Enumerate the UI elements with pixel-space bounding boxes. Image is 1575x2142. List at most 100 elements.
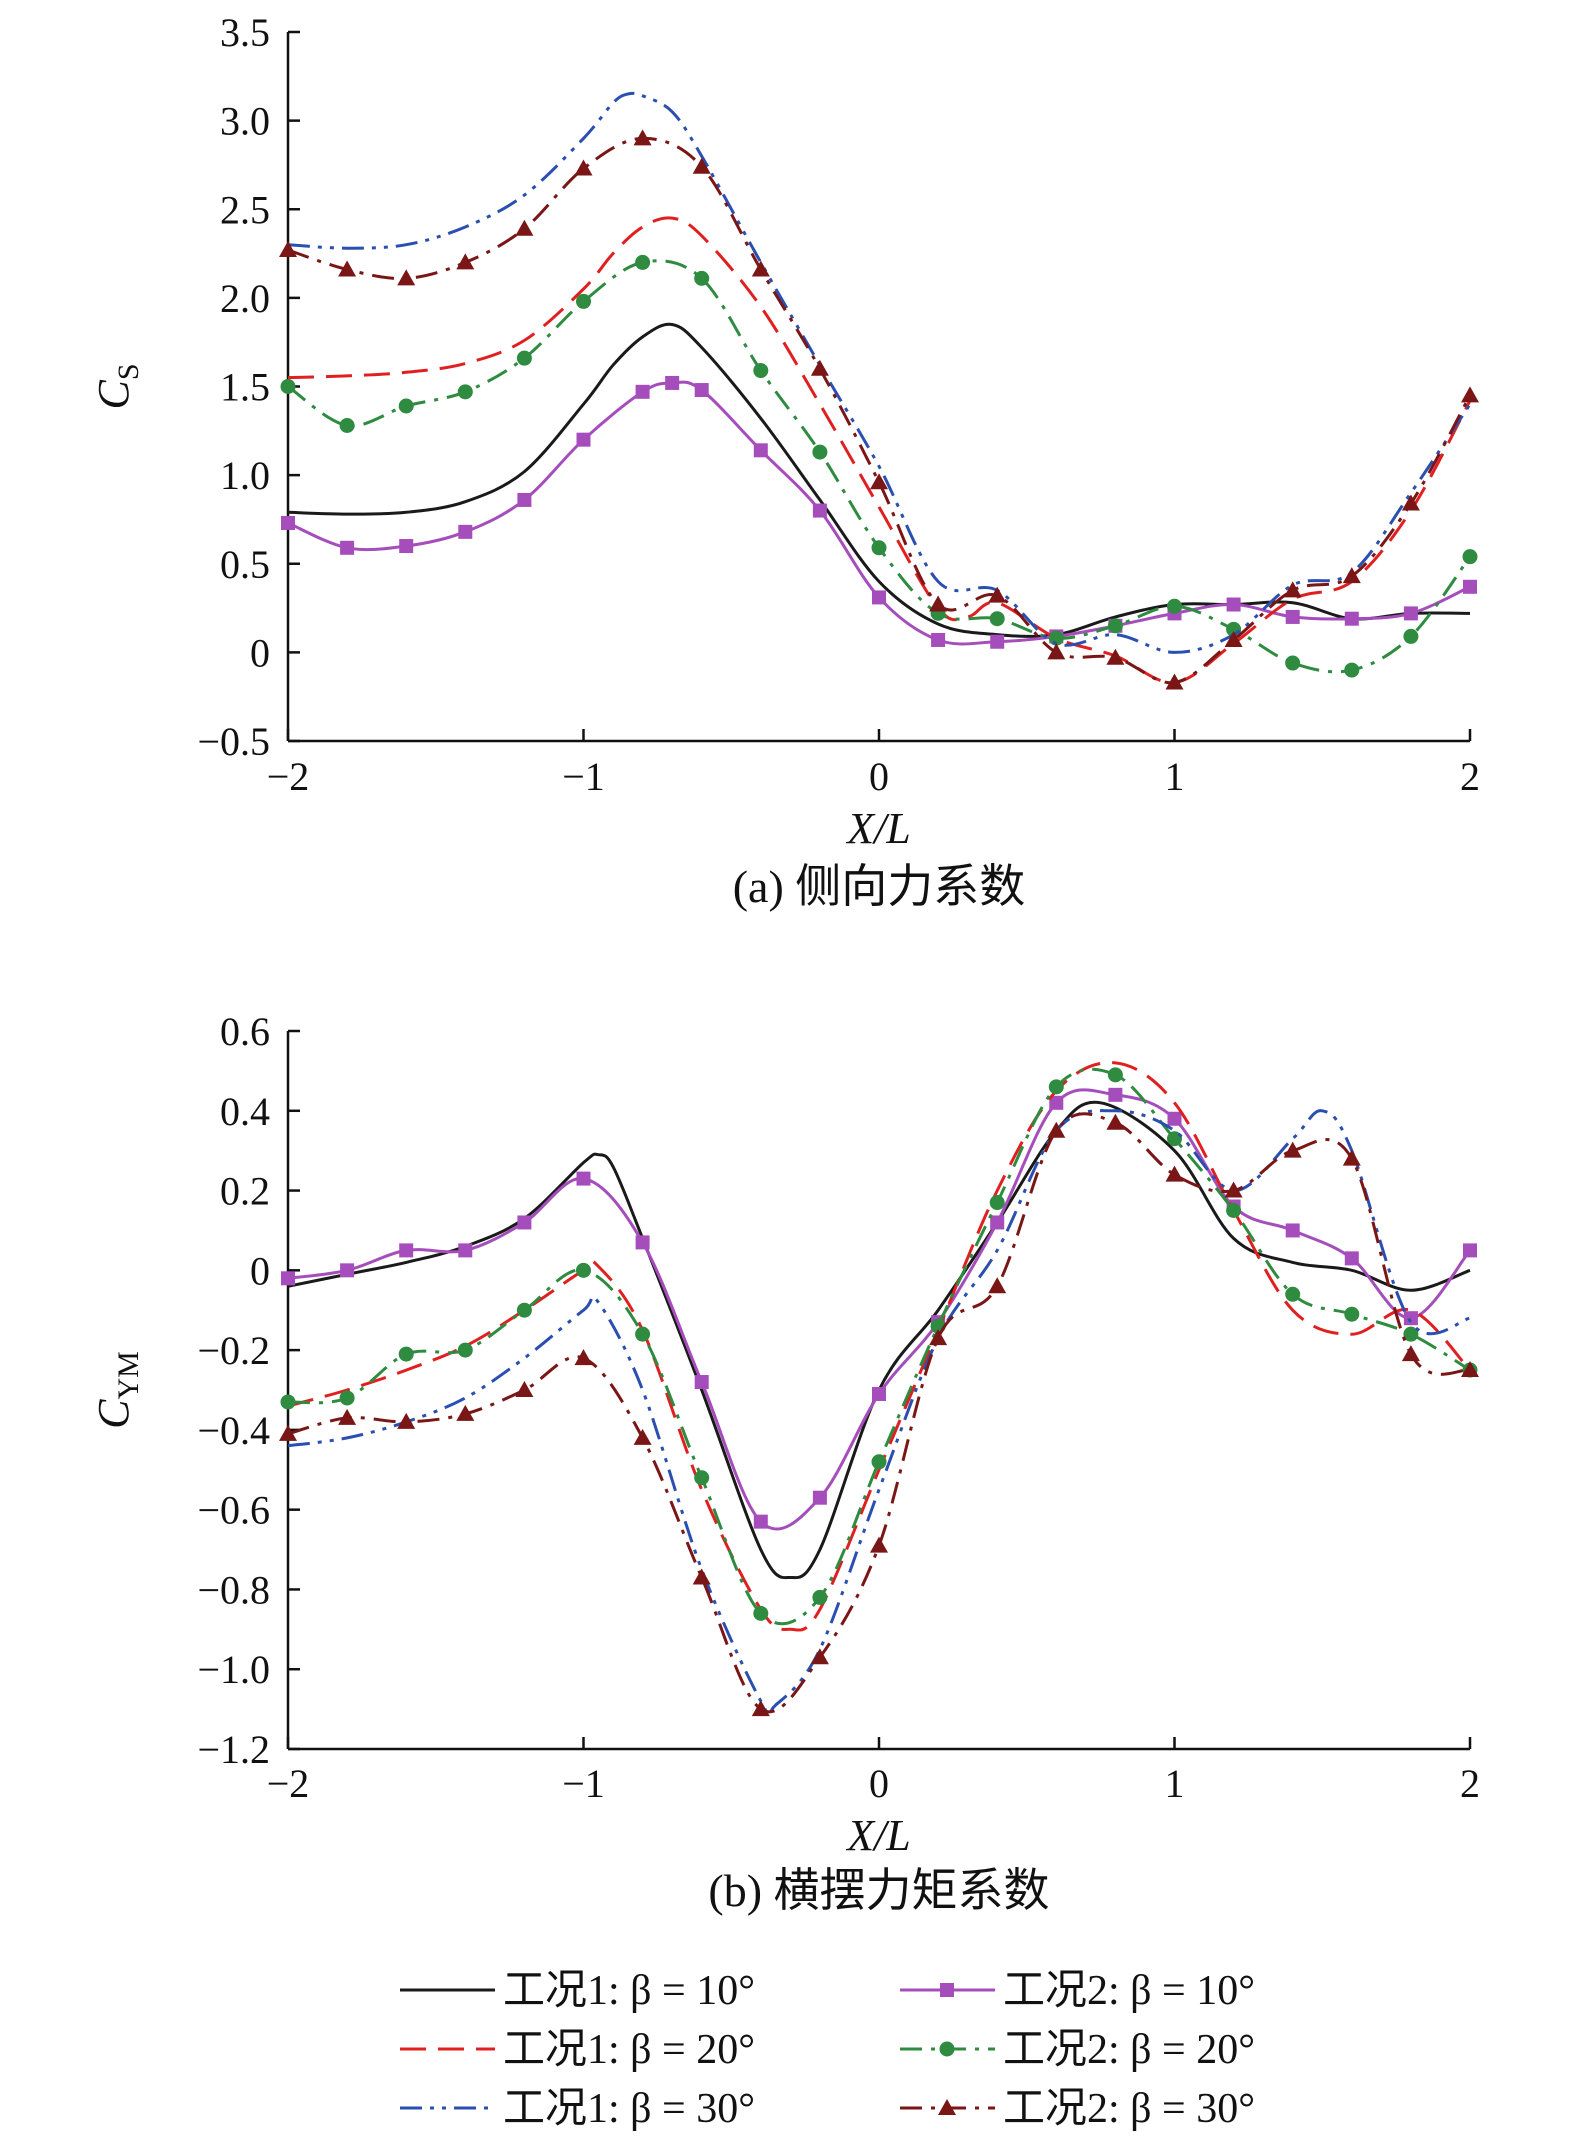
legend-label: 工况1: β = 30° [503, 2086, 755, 2132]
x-tick-label: −2 [267, 754, 310, 799]
data-point [279, 241, 297, 258]
data-point [1106, 1113, 1125, 1130]
data-point [399, 539, 414, 554]
series-1 [281, 375, 1477, 649]
data-point [1285, 655, 1301, 671]
legend-entry: 工况2: β = 30° [900, 2086, 1255, 2132]
legend-entry: 工况2: β = 20° [900, 2027, 1255, 2073]
x-tick-label: −1 [562, 754, 605, 799]
data-point [576, 1262, 591, 1278]
legend: 工况1: β = 10° 工况2: β = 10° 工况1: β = 20° 工况2:… [400, 1968, 1255, 2132]
x-axis-label: X/L [845, 1811, 911, 1860]
x-tick-label: 0 [869, 754, 889, 799]
data-point [339, 1390, 355, 1406]
data-point [456, 253, 475, 270]
data-point [517, 1215, 532, 1230]
data-point [1165, 1165, 1184, 1182]
data-point [988, 586, 1007, 603]
series-line [287, 91, 1472, 654]
data-point [694, 1470, 710, 1486]
y-tick-label: 2.5 [220, 187, 270, 232]
data-point [812, 1490, 827, 1505]
x-tick-label: −2 [267, 1761, 310, 1806]
legend-entry: 工况1: β = 10° [400, 1968, 755, 2014]
data-point [1285, 1223, 1300, 1238]
data-point [1463, 1243, 1477, 1258]
series-line [287, 1067, 1471, 1626]
legend-label: 工况1: β = 20° [503, 2027, 755, 2073]
data-point [517, 492, 532, 507]
y-tick-label: 0.2 [220, 1169, 270, 1214]
y-tick-label: 2.0 [220, 276, 270, 321]
data-point [753, 1605, 769, 1621]
chart-caption: (a) 侧向力系数 [733, 861, 1026, 912]
series-4 [287, 1109, 1471, 1717]
series-5 [279, 129, 1479, 690]
y-tick-label: 0 [250, 630, 270, 675]
data-point [1285, 609, 1300, 624]
data-point [338, 1408, 357, 1425]
y-tick-label: −0.8 [197, 1567, 270, 1612]
data-point [279, 1424, 297, 1441]
data-point [812, 1589, 828, 1605]
x-tick-label: 1 [1165, 1761, 1185, 1806]
data-point [990, 1215, 1005, 1230]
data-point [1461, 386, 1479, 403]
y-tick-label: 1.5 [220, 365, 270, 410]
data-point [692, 157, 711, 174]
data-point [457, 1342, 473, 1358]
x-tick-label: 2 [1460, 1761, 1480, 1806]
series-line [287, 1100, 1471, 1580]
data-point [1106, 648, 1125, 665]
y-tick-label: 0.6 [220, 1009, 270, 1054]
data-point [988, 1277, 1007, 1294]
data-point [929, 595, 948, 612]
data-point [1224, 1181, 1243, 1198]
data-point [340, 540, 355, 555]
data-point [280, 379, 296, 394]
data-point [812, 503, 827, 518]
data-point [751, 260, 770, 277]
data-point [872, 590, 886, 605]
data-point [692, 1568, 711, 1585]
data-point [1224, 630, 1243, 647]
y-axis-label-main: C [89, 380, 138, 410]
data-point [753, 1514, 768, 1529]
y-tick-label: −1.0 [197, 1647, 270, 1692]
data-point [871, 1454, 887, 1470]
data-point [281, 515, 295, 530]
data-point [1461, 1361, 1479, 1378]
data-point [1047, 1121, 1066, 1138]
data-point [340, 1263, 355, 1278]
data-point [635, 1235, 650, 1250]
chart-caption: (b) 横摆力矩系数 [708, 1865, 1049, 1916]
data-point [576, 1171, 591, 1186]
y-tick-label: 0.4 [220, 1089, 270, 1134]
y-tick-label: 3.0 [220, 99, 270, 144]
data-point [1048, 1079, 1064, 1095]
data-point [1403, 1326, 1419, 1342]
data-point [397, 269, 416, 286]
data-point [1167, 598, 1182, 614]
data-point [1283, 1141, 1302, 1158]
data-point [1401, 1345, 1420, 1362]
data-point [872, 1386, 886, 1401]
data-point [931, 632, 946, 647]
data-point [1344, 1306, 1360, 1322]
chart-panel-a: −0.5 0 0.5 1.0 1.5 2.0 2.5 3.0 3.5 −2 −1 0 1 2 X/L CS (a… [89, 10, 1480, 912]
data-point [694, 270, 710, 286]
x-tick-label: −1 [562, 1761, 605, 1806]
data-point [1462, 549, 1478, 565]
data-point [515, 219, 534, 236]
data-point [1403, 606, 1418, 621]
x-tick-label: 0 [869, 1761, 889, 1806]
data-point [281, 1271, 295, 1286]
chart-panel-b: −1.2 −1.0 −0.8 −0.6 −0.4 −0.2 0 0.2 0.4 0.6 −2 −1 0 1… [89, 1009, 1480, 1916]
data-point [1344, 1251, 1359, 1266]
y-tick-label: −0.6 [197, 1488, 270, 1533]
data-point [989, 1195, 1005, 1211]
data-point [810, 359, 829, 376]
data-point [753, 443, 768, 458]
y-axis-label-main: C [89, 1399, 138, 1429]
